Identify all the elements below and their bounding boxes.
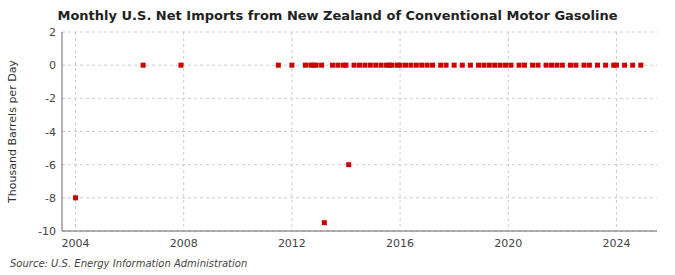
- point: [544, 63, 549, 68]
- grid-line-y: [62, 131, 657, 132]
- points: [73, 63, 643, 226]
- grid-line-x: [75, 32, 76, 231]
- point: [468, 63, 473, 68]
- grid-line-x: [183, 32, 184, 231]
- grid-line-x: [508, 32, 509, 231]
- axes: -10 -8 -6 -4 -2 0 2 2004 2008 2012 2016 2020 2024: [38, 26, 657, 250]
- point: [343, 63, 348, 68]
- point: [179, 63, 184, 68]
- point: [481, 63, 486, 68]
- point: [438, 63, 443, 68]
- point: [141, 63, 146, 68]
- x-tick-label: 2024: [602, 237, 630, 250]
- x-tick-label: 2020: [494, 237, 522, 250]
- point: [476, 63, 481, 68]
- y-axis-label: Thousand Barrels per Day: [6, 60, 19, 204]
- point: [614, 63, 619, 68]
- x-tick-label: 2016: [386, 237, 414, 250]
- point: [419, 63, 424, 68]
- point: [560, 63, 565, 68]
- x-tick-label: 2012: [278, 237, 306, 250]
- point: [414, 63, 419, 68]
- point: [303, 63, 308, 68]
- point: [581, 63, 586, 68]
- title: Monthly U.S. Net Imports from New Zealan…: [58, 8, 618, 23]
- point: [568, 63, 573, 68]
- point: [346, 162, 351, 167]
- y-tick-label: -8: [45, 192, 56, 205]
- point: [549, 63, 554, 68]
- point: [536, 63, 541, 68]
- point: [335, 63, 340, 68]
- point: [314, 63, 319, 68]
- point: [622, 63, 627, 68]
- point: [73, 195, 78, 200]
- point: [330, 63, 335, 68]
- point: [322, 220, 327, 225]
- point: [498, 63, 503, 68]
- point: [554, 63, 559, 68]
- grid-line-y: [62, 32, 657, 33]
- point: [573, 63, 578, 68]
- grid-line-y: [62, 197, 657, 198]
- point: [595, 63, 600, 68]
- grid-line-x: [291, 32, 292, 231]
- point: [492, 63, 497, 68]
- point: [638, 63, 643, 68]
- y-tick-label: 0: [49, 59, 56, 72]
- y-tick-label: -2: [45, 92, 56, 105]
- y-tick-label: -10: [38, 225, 56, 238]
- point: [362, 63, 367, 68]
- y-tick-label: 2: [49, 26, 56, 39]
- x-axis-line: [62, 231, 657, 232]
- grid-line-x: [616, 32, 617, 231]
- point: [530, 63, 535, 68]
- grid-line-y: [62, 231, 657, 232]
- point: [276, 63, 281, 68]
- grid: [62, 32, 657, 231]
- point: [487, 63, 492, 68]
- point: [425, 63, 430, 68]
- point: [444, 63, 449, 68]
- point: [408, 63, 413, 68]
- point: [503, 63, 508, 68]
- point: [508, 63, 513, 68]
- point: [379, 63, 384, 68]
- x-tick-label: 2008: [170, 237, 198, 250]
- point: [587, 63, 592, 68]
- chart: Monthly U.S. Net Imports from New Zealan…: [0, 0, 675, 275]
- x-tick-label: 2004: [62, 237, 90, 250]
- point: [522, 63, 527, 68]
- point: [430, 63, 435, 68]
- y-tick-label: -4: [45, 126, 56, 139]
- point: [373, 63, 378, 68]
- grid-line-x: [400, 32, 401, 231]
- point: [452, 63, 457, 68]
- point: [389, 63, 394, 68]
- point: [460, 63, 465, 68]
- point: [289, 63, 294, 68]
- point: [603, 63, 608, 68]
- point: [319, 63, 324, 68]
- point: [357, 63, 362, 68]
- y-tick-label: -6: [45, 159, 56, 172]
- point: [517, 63, 522, 68]
- point: [630, 63, 635, 68]
- grid-line-y: [62, 164, 657, 165]
- point: [368, 63, 373, 68]
- point: [398, 63, 403, 68]
- point: [352, 63, 357, 68]
- point: [403, 63, 408, 68]
- source-note: Source: U.S. Energy Information Administ…: [10, 258, 247, 269]
- y-axis-line: [62, 32, 63, 231]
- grid-line-y: [62, 98, 657, 99]
